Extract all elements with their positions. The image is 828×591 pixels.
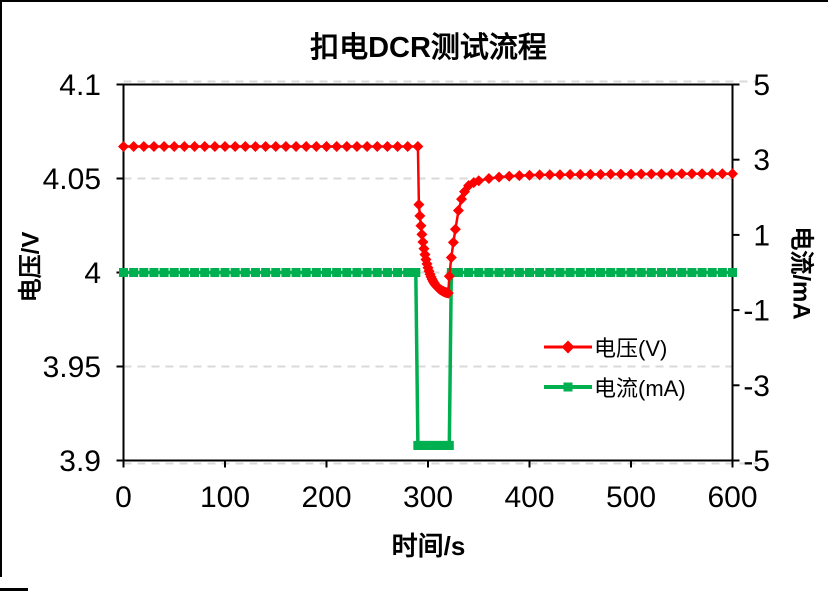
legend-item-voltage[interactable]: 电压(V) xyxy=(544,327,686,367)
legend-label-current: 电流(mA) xyxy=(594,376,686,401)
svg-text:4: 4 xyxy=(84,257,101,290)
svg-text:300: 300 xyxy=(403,481,453,514)
chart-title: 扣电DCR测试流程 xyxy=(310,32,547,64)
svg-text:3: 3 xyxy=(753,144,770,177)
legend-item-current[interactable]: 电流(mA) xyxy=(544,367,686,407)
image-border-bottom-stub xyxy=(0,588,28,591)
legend: 电压(V) 电流(mA) xyxy=(544,327,686,407)
svg-text:1: 1 xyxy=(753,219,770,252)
voltage-series-legend-icon xyxy=(544,340,592,354)
svg-text:4.1: 4.1 xyxy=(59,69,101,102)
svg-text:600: 600 xyxy=(707,481,757,514)
current-series xyxy=(119,268,737,450)
svg-text:400: 400 xyxy=(504,481,554,514)
current-series-legend-icon xyxy=(544,382,592,392)
svg-text:3.9: 3.9 xyxy=(59,445,101,478)
voltage-series xyxy=(118,141,738,299)
svg-text:200: 200 xyxy=(301,481,351,514)
y-axis-title-left: 电压/V xyxy=(17,231,45,303)
svg-text:100: 100 xyxy=(200,481,250,514)
svg-text:0: 0 xyxy=(115,481,132,514)
x-axis-title: 时间/s xyxy=(391,531,466,561)
svg-text:4.05: 4.05 xyxy=(43,163,101,196)
svg-text:3.95: 3.95 xyxy=(43,351,101,384)
image-border-top xyxy=(0,0,828,2)
y-axis-title-right: 电流/mA xyxy=(787,226,815,320)
svg-text:-5: -5 xyxy=(743,445,770,478)
image-border-left xyxy=(0,0,2,577)
svg-text:-1: -1 xyxy=(743,295,770,328)
legend-label-voltage: 电压(V) xyxy=(594,336,668,361)
svg-text:-3: -3 xyxy=(743,370,770,403)
svg-text:5: 5 xyxy=(753,69,770,102)
svg-text:500: 500 xyxy=(606,481,656,514)
